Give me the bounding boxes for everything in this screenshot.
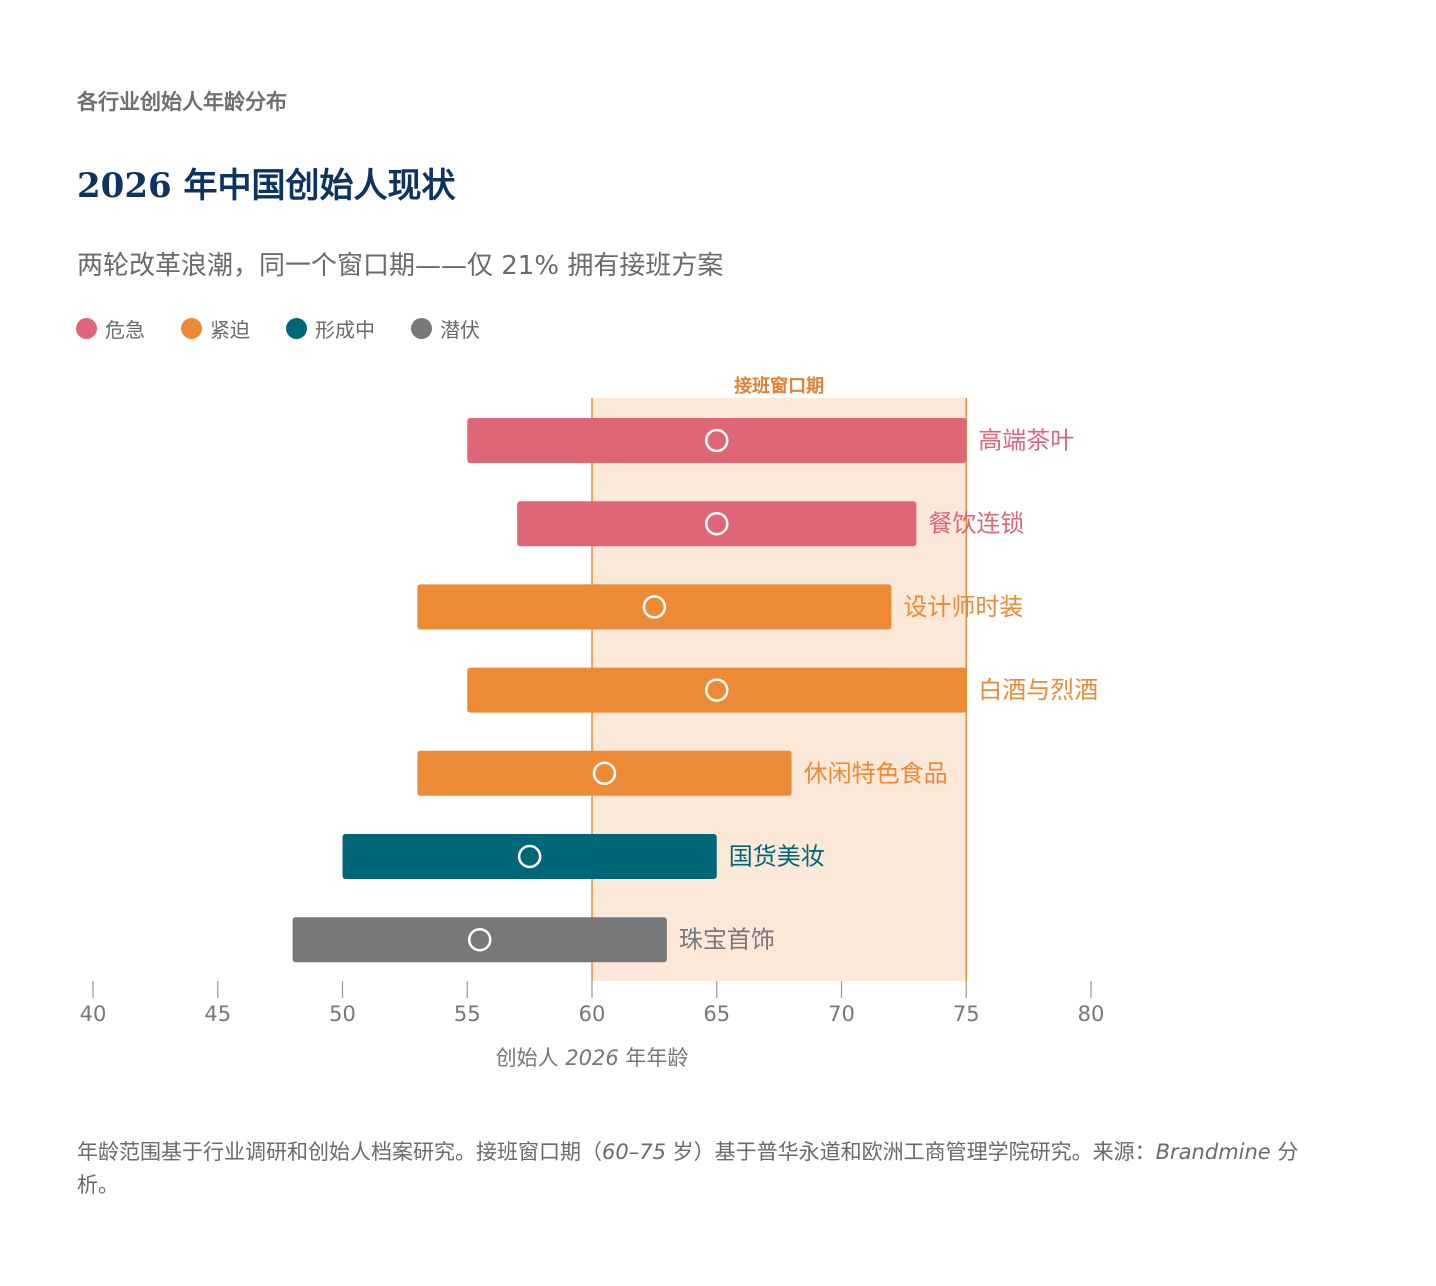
range-bar [517,501,917,547]
bar-label: 休闲特色食品 [804,759,948,787]
x-tick-label: 45 [204,1002,231,1026]
median-marker [592,761,617,786]
median-marker [467,927,492,952]
legend-dot-latent [411,318,432,339]
legend-dot-urgent [181,318,202,339]
x-tick-label: 65 [703,1002,730,1026]
legend-item-latent: 潜伏 [411,314,480,343]
median-marker [705,511,729,536]
footnote-text-2: 岁）基于普华永道和欧洲工商管理学院研究。来源： [665,1140,1156,1164]
bar-label: 国货美妆 [729,843,825,871]
x-axis-title-suffix: 年年龄 [619,1046,689,1070]
range-bar [417,750,792,796]
x-tick-label: 40 [80,1002,107,1026]
legend-dot-forming [286,318,307,339]
footnote: 年龄范围基于行业调研和创始人档案研究。接班窗口期（60–75 岁）基于普华永道和… [77,1136,1317,1202]
footnote-range: 60–75 [602,1140,666,1164]
median-marker [705,428,729,453]
range-bar [467,418,967,463]
chart-title: 2026 年中国创始人现状 [77,166,456,206]
legend-label-forming: 形成中 [315,318,375,342]
x-axis-title-year: 2026 [565,1046,618,1070]
x-tick-label: 80 [1078,1002,1105,1026]
legend-label-latent: 潜伏 [440,318,480,342]
range-bar [292,917,667,963]
range-bar [467,667,967,713]
x-tick-label: 60 [579,1002,606,1026]
x-tick-label: 55 [454,1002,481,1026]
range-bar [417,584,892,630]
x-tick-label: 75 [953,1002,980,1026]
median-marker [642,595,667,619]
bar-label: 设计师时装 [903,593,1023,621]
eyebrow: 各行业创始人年龄分布 [77,90,287,114]
x-axis-title-prefix: 创始人 [496,1046,566,1070]
succession-window-label: 接班窗口期 [734,375,824,397]
median-marker [705,678,729,702]
legend-item-urgent: 紧迫 [181,314,250,343]
bar-label: 珠宝首饰 [679,926,775,954]
range-bar [342,834,717,879]
bar-label: 高端茶叶 [978,427,1074,455]
chart-subtitle: 两轮改革浪潮，同一个窗口期——仅 21% 拥有接班方案 [77,251,724,281]
bar-label: 白酒与烈酒 [978,676,1098,704]
legend-label-critical: 危急 [105,318,145,342]
footnote-source: Brandmine [1155,1140,1271,1164]
x-tick-label: 50 [329,1002,356,1026]
footnote-text-3: 分析。 [77,1140,1299,1197]
legend-dot-critical [76,318,97,339]
x-tick-label: 70 [828,1002,855,1026]
legend-item-critical: 危急 [76,314,145,343]
legend-label-urgent: 紧迫 [210,318,250,342]
legend: 危急 紧迫 形成中 潜伏 [76,314,516,343]
footnote-text-1: 年龄范围基于行业调研和创始人档案研究。接班窗口期（ [77,1140,602,1164]
x-axis-title: 创始人 2026 年年龄 [496,1046,689,1070]
bar-label: 餐饮连锁 [928,510,1024,538]
median-marker [517,844,542,869]
legend-item-forming: 形成中 [286,314,375,343]
